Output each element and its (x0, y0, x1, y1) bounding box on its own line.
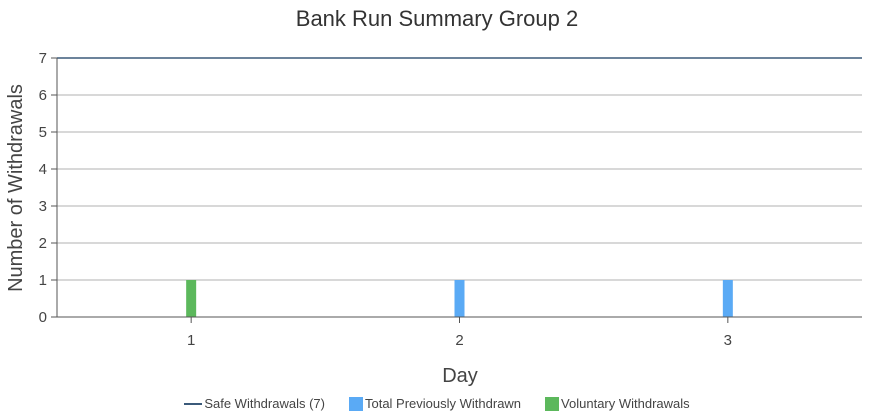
y-tick-label: 2 (39, 235, 47, 252)
y-tick-label: 1 (39, 272, 47, 289)
legend-box-swatch (348, 396, 363, 411)
y-tick-label: 4 (39, 161, 47, 178)
x-axis-title: Day (442, 365, 478, 387)
y-tick-label: 6 (39, 87, 47, 104)
legend-line-swatch (184, 402, 203, 405)
legend-item-voluntary-withdrawals[interactable]: Voluntary Withdrawals (545, 396, 690, 411)
x-tick-label: 3 (724, 332, 732, 349)
chart-title: Bank Run Summary Group 2 (295, 6, 579, 31)
y-tick-label: 5 (39, 124, 47, 141)
x-tick-label: 2 (455, 332, 463, 349)
gridlines (57, 57, 862, 281)
y-tick-label: 0 (39, 309, 47, 326)
bar-total-previously-withdrawn[interactable] (454, 280, 465, 317)
bar-total-previously-withdrawn[interactable] (722, 280, 733, 317)
bar-voluntary-withdrawals[interactable] (186, 280, 197, 317)
x-tick-label: 1 (187, 332, 195, 349)
legend-label: Voluntary Withdrawals (561, 396, 690, 411)
legend: Safe Withdrawals (7) Total Previously Wi… (0, 396, 874, 411)
y-tick-label: 7 (39, 50, 47, 67)
legend-label: Total Previously Withdrawn (364, 396, 522, 411)
y-tick-label: 3 (39, 198, 47, 215)
legend-item-total-previously-withdrawn[interactable]: Total Previously Withdrawn (348, 396, 522, 411)
axes: 0 1 2 3 4 5 6 7 1 2 3 (39, 50, 862, 349)
bars (186, 280, 733, 317)
y-axis-title: Number of Withdrawals (5, 84, 27, 292)
bar-chart: 0 1 2 3 4 5 6 7 1 2 3 Day Number of Withdrawals (5, 50, 862, 387)
legend-label: Safe Withdrawals (7) (204, 396, 325, 411)
legend-item-safe-withdrawals[interactable]: Safe Withdrawals (7) (184, 396, 325, 411)
legend-box-swatch (545, 396, 560, 411)
